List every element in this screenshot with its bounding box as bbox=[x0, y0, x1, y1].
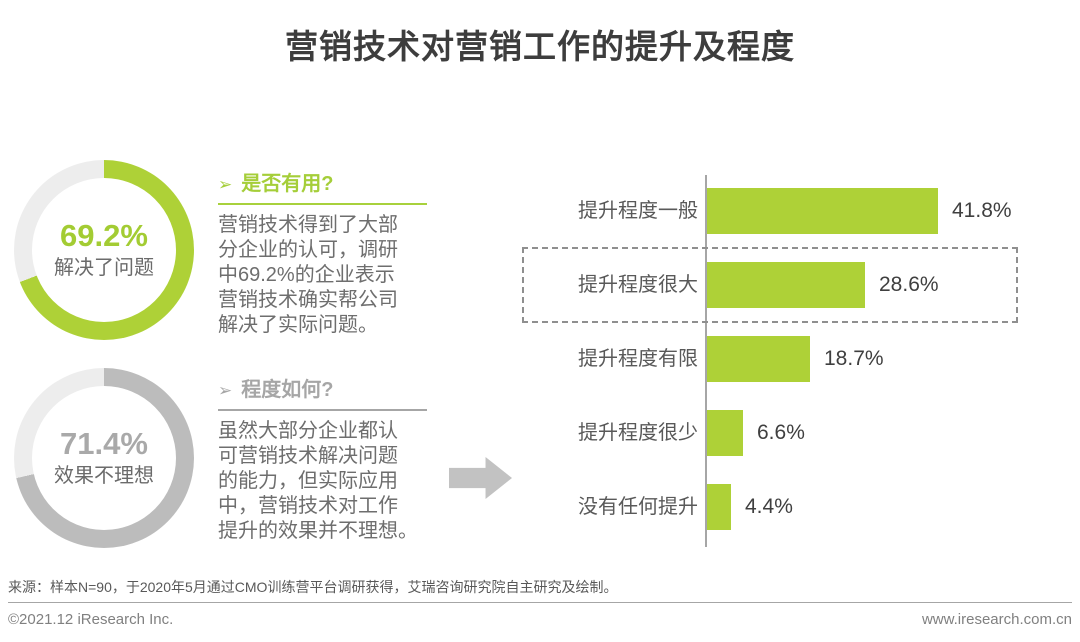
bar-row: 没有任何提升 4.4% bbox=[520, 484, 1080, 530]
bar bbox=[707, 188, 938, 234]
bar-value-label: 28.6% bbox=[879, 273, 939, 296]
footer-divider bbox=[8, 602, 1072, 603]
donut-chart-solved-problem: 69.2% 解决了问题 bbox=[14, 160, 194, 340]
bar bbox=[707, 410, 743, 456]
donut-caption: 解决了问题 bbox=[54, 257, 154, 279]
section-heading: ➢ 是否有用? bbox=[218, 172, 434, 197]
bar-value-label: 18.7% bbox=[824, 347, 884, 370]
donut-hole bbox=[32, 178, 176, 322]
section-divider bbox=[218, 409, 427, 411]
section-is-it-useful: ➢ 是否有用? 营销技术得到了大部 分企业的认可，调研 中69.2%的企业表示 营… bbox=[218, 172, 434, 338]
section-body-text: 营销技术得到了大部 分企业的认可，调研 中69.2%的企业表示 营销技术确实帮公… bbox=[218, 214, 398, 336]
bar bbox=[707, 336, 810, 382]
bar-category-label: 没有任何提升 bbox=[578, 496, 698, 518]
donut-center: 69.2% 解决了问题 bbox=[14, 160, 194, 340]
bar-row: 提升程度很大 28.6% bbox=[520, 262, 1080, 308]
donut-percentage: 69.2% bbox=[60, 218, 148, 253]
highlight-dashed-box bbox=[522, 247, 1018, 323]
bar-category-label: 提升程度很少 bbox=[578, 422, 698, 444]
section-heading-text: 程度如何? bbox=[241, 379, 334, 401]
donut-center: 71.4% 效果不理想 bbox=[14, 368, 194, 548]
section-heading-text: 是否有用? bbox=[241, 173, 334, 195]
donut-hole bbox=[32, 386, 176, 530]
bar-category-label: 提升程度有限 bbox=[578, 348, 698, 370]
bar-value-label: 6.6% bbox=[757, 421, 805, 444]
page-title: 营销技术对营销工作的提升及程度 bbox=[285, 28, 795, 65]
source-note: 来源：样本N=90，于2020年5月通过CMO训练营平台调研获得，艾瑞咨询研究院… bbox=[8, 579, 618, 595]
bar bbox=[707, 262, 865, 308]
bar-value-label: 4.4% bbox=[745, 495, 793, 518]
bar-chart: 提升程度一般 41.8% 提升程度很大 28.6% 提升程度有限 18.7% 提升程度很少 6… bbox=[520, 175, 1080, 560]
section-body-text: 虽然大部分企业都认 可营销技术解决问题 的能力，但实际应用 中，营销技术对工作 … bbox=[218, 420, 418, 542]
bar-row: 提升程度有限 18.7% bbox=[520, 336, 1080, 382]
donut-caption: 效果不理想 bbox=[54, 465, 154, 487]
section-heading: ➢ 程度如何? bbox=[218, 378, 434, 403]
bar-category-label: 提升程度很大 bbox=[578, 274, 698, 296]
section-divider bbox=[218, 203, 427, 205]
bar-category-label: 提升程度一般 bbox=[578, 200, 698, 222]
website-text: www.iresearch.com.cn bbox=[921, 611, 1072, 628]
bar-row: 提升程度一般 41.8% bbox=[520, 188, 1080, 234]
bar-value-label: 41.8% bbox=[952, 199, 1012, 222]
arrowhead-bullet-icon: ➢ bbox=[218, 175, 233, 194]
section-to-what-degree: ➢ 程度如何? 虽然大部分企业都认 可营销技术解决问题 的能力，但实际应用 中，营… bbox=[218, 378, 434, 544]
bar-row: 提升程度很少 6.6% bbox=[520, 410, 1080, 456]
donut-chart-unsatisfactory-effect: 71.4% 效果不理想 bbox=[14, 368, 194, 548]
arrowhead-bullet-icon: ➢ bbox=[218, 381, 233, 400]
copyright-text: ©2021.12 iResearch Inc. bbox=[8, 611, 174, 628]
donut-percentage: 71.4% bbox=[60, 426, 148, 461]
bar bbox=[707, 484, 731, 530]
bar-chart-axis bbox=[705, 175, 707, 547]
right-arrow-icon bbox=[449, 457, 512, 499]
